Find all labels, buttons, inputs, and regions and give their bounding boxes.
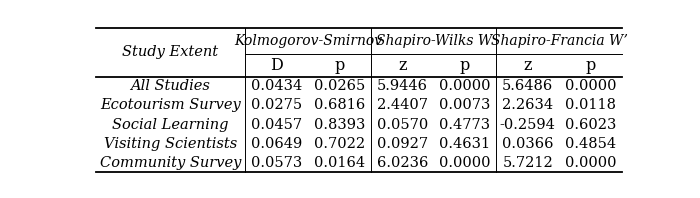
Text: 0.0927: 0.0927 bbox=[377, 137, 428, 151]
Text: 0.6023: 0.6023 bbox=[565, 118, 616, 132]
Text: 0.7022: 0.7022 bbox=[314, 137, 365, 151]
Text: Ecotourism Survey: Ecotourism Survey bbox=[100, 98, 241, 112]
Text: p: p bbox=[585, 57, 596, 74]
Text: 0.0118: 0.0118 bbox=[565, 98, 616, 112]
Text: 0.0434: 0.0434 bbox=[251, 79, 302, 93]
Text: 0.0000: 0.0000 bbox=[439, 156, 491, 170]
Text: 0.0366: 0.0366 bbox=[502, 137, 554, 151]
Text: 0.6816: 0.6816 bbox=[314, 98, 365, 112]
Text: Kolmogorov-Smirnov: Kolmogorov-Smirnov bbox=[234, 34, 382, 48]
Text: -0.2594: -0.2594 bbox=[500, 118, 556, 132]
Text: 0.0573: 0.0573 bbox=[251, 156, 302, 170]
Text: 5.6486: 5.6486 bbox=[502, 79, 554, 93]
Text: Shapiro-Wilks W: Shapiro-Wilks W bbox=[375, 34, 491, 48]
Text: 0.0164: 0.0164 bbox=[314, 156, 365, 170]
Text: 0.4773: 0.4773 bbox=[440, 118, 491, 132]
Text: 0.0000: 0.0000 bbox=[565, 79, 616, 93]
Text: 2.2634: 2.2634 bbox=[502, 98, 553, 112]
Text: Study Extent: Study Extent bbox=[122, 45, 218, 59]
Text: All Studies: All Studies bbox=[131, 79, 211, 93]
Text: z: z bbox=[398, 57, 407, 74]
Text: 0.0570: 0.0570 bbox=[377, 118, 428, 132]
Text: D: D bbox=[270, 57, 283, 74]
Text: z: z bbox=[524, 57, 532, 74]
Text: 0.0000: 0.0000 bbox=[439, 79, 491, 93]
Text: 5.7212: 5.7212 bbox=[503, 156, 553, 170]
Text: 0.8393: 0.8393 bbox=[314, 118, 365, 132]
Text: 0.0275: 0.0275 bbox=[251, 98, 302, 112]
Text: 2.4407: 2.4407 bbox=[377, 98, 428, 112]
Text: 0.0265: 0.0265 bbox=[314, 79, 365, 93]
Text: 0.0000: 0.0000 bbox=[565, 156, 616, 170]
Text: Shapiro-Francia W’: Shapiro-Francia W’ bbox=[491, 34, 627, 48]
Text: 6.0236: 6.0236 bbox=[377, 156, 428, 170]
Text: 0.4854: 0.4854 bbox=[565, 137, 616, 151]
Text: 0.0457: 0.0457 bbox=[251, 118, 302, 132]
Text: Community Survey: Community Survey bbox=[100, 156, 241, 170]
Text: 0.0649: 0.0649 bbox=[251, 137, 302, 151]
Text: Social Learning: Social Learning bbox=[112, 118, 229, 132]
Text: p: p bbox=[335, 57, 344, 74]
Text: Visiting Scientists: Visiting Scientists bbox=[104, 137, 237, 151]
Text: 0.0073: 0.0073 bbox=[440, 98, 491, 112]
Text: 5.9446: 5.9446 bbox=[377, 79, 428, 93]
Text: 0.4631: 0.4631 bbox=[440, 137, 491, 151]
Text: p: p bbox=[460, 57, 470, 74]
